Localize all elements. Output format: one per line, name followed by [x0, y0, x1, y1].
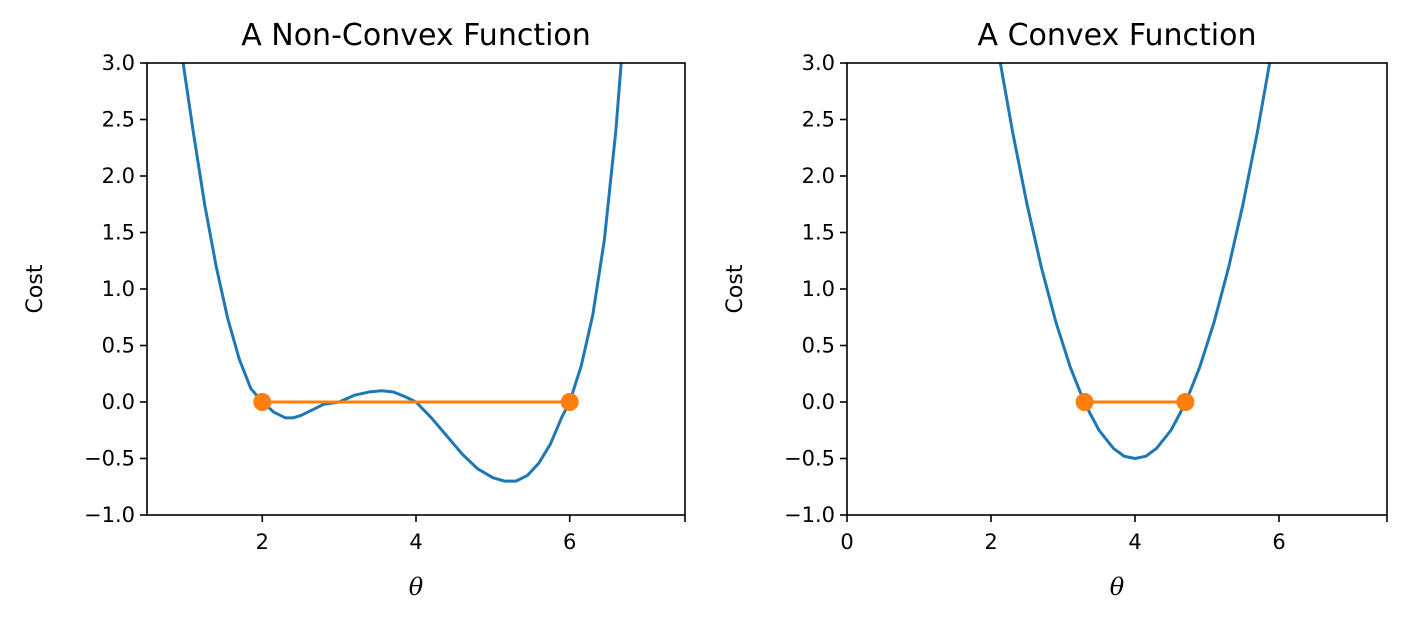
- y-tick-label: 1.5: [802, 221, 835, 245]
- x-axis-label: θ: [1110, 573, 1125, 601]
- non-convex-chart: 2 4 6 −1.0 −0.5 0.0 0.5 1.0 1.5 2.0 2.5 3.0 A Non-Co…: [23, 18, 686, 601]
- x-tick-label: 2: [984, 530, 997, 554]
- y-tick-label: 3.0: [102, 51, 135, 75]
- plot-area: [998, 63, 1272, 460]
- chord-endpoint-marker: [560, 393, 579, 411]
- cost-curve-line: [181, 63, 623, 483]
- y-tick-label: 3.0: [802, 51, 835, 75]
- axes-frame: [146, 62, 686, 516]
- y-tick-label: 1.0: [802, 277, 835, 301]
- y-tick-label: 1.5: [102, 221, 135, 245]
- x-tick-label: 0: [840, 530, 853, 554]
- y-axis-label: Cost: [23, 264, 48, 313]
- y-tick-label: 0.0: [802, 390, 835, 414]
- x-tick-label: 2: [256, 530, 269, 554]
- y-tick-label: 0.0: [102, 390, 135, 414]
- chart-title: A Convex Function: [978, 18, 1257, 53]
- x-tick-label: 4: [1128, 530, 1141, 554]
- y-axis-label: Cost: [723, 264, 748, 313]
- y-tick-label: −1.0: [784, 503, 835, 527]
- chord-endpoint-marker: [1075, 393, 1094, 411]
- chord-endpoint-marker: [253, 393, 272, 411]
- x-tick-label: 4: [409, 530, 422, 554]
- y-tick-label: −1.0: [84, 503, 135, 527]
- y-tick-label: 2.0: [102, 164, 135, 188]
- y-tick-label: 2.5: [802, 108, 835, 132]
- chord-endpoint-marker: [1176, 393, 1195, 411]
- x-tick-label: 6: [1272, 530, 1285, 554]
- x-axis-label: θ: [409, 573, 424, 601]
- cost-curve-line: [998, 63, 1272, 460]
- convex-chart: 0 2 4 6 −1.0 −0.5 0.0 0.5 1.0 1.5 2.0 2.5 3.0 A Conve…: [723, 18, 1388, 601]
- x-tick-label: 6: [563, 530, 576, 554]
- y-tick-label: 2.0: [802, 164, 835, 188]
- y-tick-label: 2.5: [102, 108, 135, 132]
- y-tick-label: 0.5: [102, 334, 135, 358]
- y-tick-label: 1.0: [102, 277, 135, 301]
- y-tick-label: −0.5: [84, 447, 135, 471]
- y-tick-label: −0.5: [784, 447, 835, 471]
- y-tick-label: 0.5: [802, 334, 835, 358]
- chart-title: A Non-Convex Function: [241, 18, 591, 53]
- axes-frame: [846, 62, 1388, 516]
- plot-area: [181, 63, 623, 483]
